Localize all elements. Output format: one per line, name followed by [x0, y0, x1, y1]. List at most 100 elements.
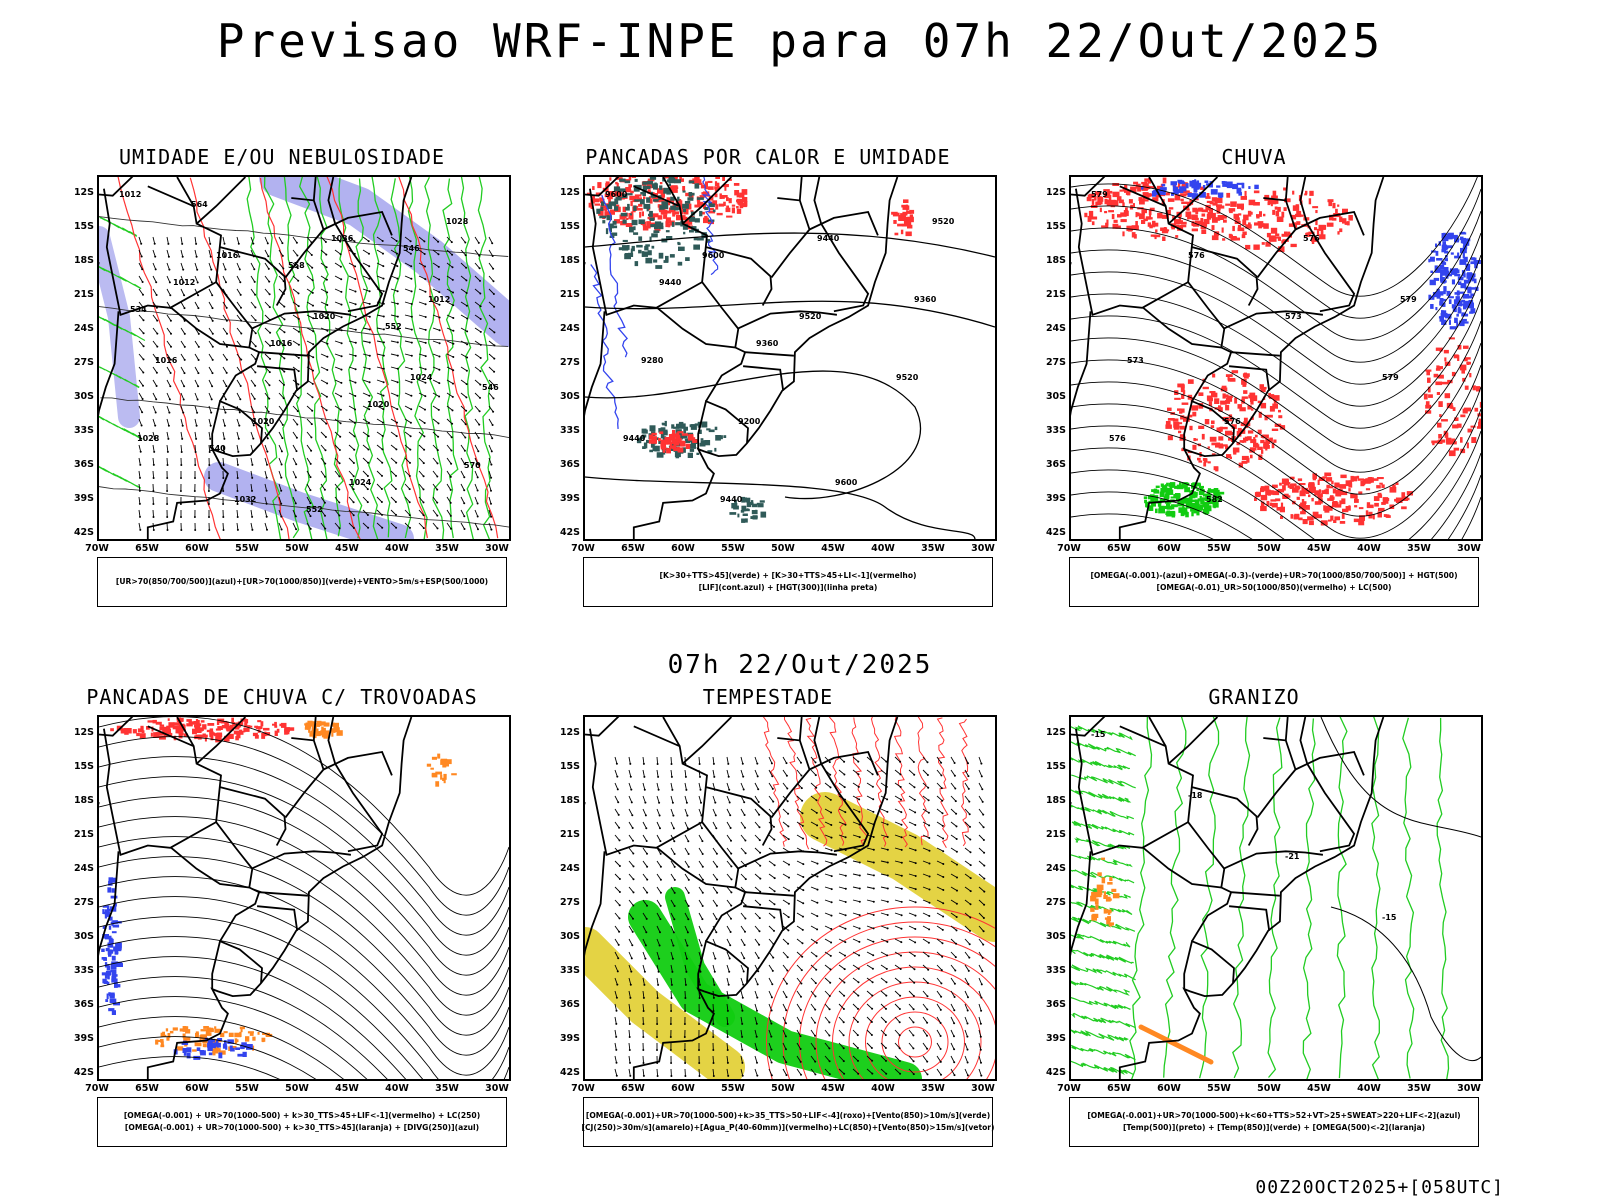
streamline-250: [99, 1056, 280, 1079]
lat-tick-label: 18S: [559, 255, 580, 266]
lon-tick-label: 60W: [185, 1083, 209, 1094]
contour-label: 573: [1127, 356, 1144, 365]
temp850-contour: [1071, 964, 1136, 981]
lat-tick-label: 36S: [559, 999, 580, 1010]
contour-label: 1020: [313, 312, 336, 321]
lc850-contour: [881, 1011, 949, 1073]
streamline-250: [99, 756, 509, 936]
legend-box: [OMEGA(-0.001)+UR>70(1000-500)+k<60+TTS>…: [1069, 1097, 1479, 1147]
lc850-contour: [799, 936, 995, 1079]
streamline-250: [99, 896, 509, 1076]
lat-tick-label: 15S: [73, 221, 94, 232]
lat-tick-label: 24S: [559, 323, 580, 334]
temp850-contour: [1071, 774, 1136, 789]
lat-tick-label: 12S: [73, 727, 94, 738]
lon-tick-label: 40W: [1357, 1083, 1381, 1094]
contour-label: 1024: [349, 478, 372, 487]
lat-tick-label: 36S: [559, 459, 580, 470]
legend-line: [OMEGA(-0.001) + UR>70(1000-500) + k>30_…: [124, 1123, 480, 1132]
contour-label: 9520: [799, 312, 822, 321]
humidity-contour-green: [99, 415, 143, 440]
contour-label: 579: [1091, 190, 1108, 199]
lat-tick-label: 30S: [1045, 391, 1066, 402]
contour-label: 564: [191, 200, 208, 209]
temp850-contour: [1071, 757, 1131, 771]
contour-label: 9440: [817, 234, 840, 243]
hgt500-contour: [1071, 232, 1481, 363]
contour-label: 9440: [659, 278, 682, 287]
humidity-contour-green: [355, 178, 379, 539]
lat-tick-label: 18S: [559, 795, 580, 806]
contour-label: 546: [403, 244, 420, 253]
valid-time-title: 07h 22/Out/2025: [667, 650, 933, 680]
lon-tick-label: 55W: [235, 1083, 259, 1094]
contour-label: 1012: [428, 295, 450, 304]
contour-label: 1032: [234, 495, 256, 504]
lon-tick-label: 50W: [771, 543, 795, 554]
lon-tick-label: 35W: [435, 543, 459, 554]
legend-line: [OMEGA(-0.001)+UR>70(1000-500)+k<60+TTS>…: [1087, 1111, 1461, 1120]
lowlevel-jet-green-2: [665, 887, 735, 1027]
thickness-contour-red: [189, 177, 290, 539]
contour-label: 1028: [137, 434, 160, 443]
streamline-250: [99, 776, 509, 956]
streamline-250: [99, 996, 368, 1079]
lat-tick-label: 30S: [559, 931, 580, 942]
lon-tick-label: 35W: [921, 1083, 945, 1094]
lat-tick-label: 21S: [73, 289, 94, 300]
temp850-contour: [1129, 717, 1153, 1079]
coastlines-borders: [585, 717, 899, 1079]
hgt300-contour: [585, 300, 995, 328]
streamline-250: [99, 836, 509, 1016]
lon-tick-label: 30W: [1457, 1083, 1481, 1094]
contour-label: 1016: [216, 251, 239, 260]
humidity-contour-green: [407, 177, 428, 539]
divergence-blue-s: [173, 1037, 253, 1060]
hgt500-contour: [1071, 408, 1481, 539]
hgt500-contour: [1071, 496, 1481, 539]
weather-map: -15 -18 -21 -15: [1071, 717, 1481, 1079]
wind850-vectors: [614, 756, 986, 1077]
lat-tick-label: 39S: [1045, 493, 1066, 504]
coastlines-borders: [585, 177, 899, 539]
hgt300-contour: [585, 370, 922, 500]
temp850-contour: [1071, 804, 1135, 820]
humidity-contour-green: [477, 177, 491, 539]
lon-tick-label: 45W: [335, 543, 359, 554]
contour-label: 1016: [155, 356, 178, 365]
contour-label: 9520: [896, 373, 919, 382]
lat-tick-label: 27S: [1045, 897, 1066, 908]
panel-title: TEMPESTADE: [702, 685, 834, 709]
lon-tick-label: 65W: [135, 1083, 159, 1094]
temp850-contour: [1071, 1044, 1136, 1061]
weather-map: 9600 9600 9520 9520 9440 9440 9440 9360 9280 9200…: [585, 177, 995, 539]
lat-tick-label: 33S: [559, 425, 580, 436]
contour-label: 576: [1303, 234, 1320, 243]
temp850-contour: [1071, 725, 1133, 741]
lon-tick-label: 30W: [485, 1083, 509, 1094]
lon-tick-label: 60W: [1157, 1083, 1181, 1094]
lc850-contour: [832, 966, 995, 1079]
lat-tick-label: 24S: [559, 863, 580, 874]
legend-line: [OMEGA(-0.001)-(azul)+OMEGA(-0.3)-(verde…: [1090, 571, 1458, 580]
lon-tick-label: 40W: [385, 543, 409, 554]
isobar: [99, 216, 509, 257]
water-contour: [917, 717, 929, 846]
temp850-contour: [1371, 717, 1381, 1079]
jet-yellow-e: [800, 792, 995, 942]
storms-orange-ne: [426, 753, 457, 787]
lon-tick-label: 30W: [971, 543, 995, 554]
panel-chuva: CHUVA 12S 15S 18S 21S 24S 27S 30S 33S 36S 39S 42S 70…: [1024, 145, 1484, 625]
humidity-contour-green: [371, 177, 393, 538]
hgt500-contour: [1071, 298, 1481, 429]
panel-pancadas-calor: PANCADAS POR CALOR E UMIDADE 12S 15S 18S 21S…: [538, 145, 998, 625]
contour-label: 576: [1188, 251, 1205, 260]
temp850-contour: [1071, 980, 1130, 996]
contour-label: 9600: [605, 190, 628, 199]
temp850-contour: [1071, 901, 1133, 916]
contour-label: 552: [385, 322, 402, 331]
contour-label: 582: [1206, 495, 1223, 504]
water-contour: [936, 717, 949, 849]
contour-label: -21: [1285, 852, 1300, 861]
streamline-250: [99, 1016, 344, 1079]
